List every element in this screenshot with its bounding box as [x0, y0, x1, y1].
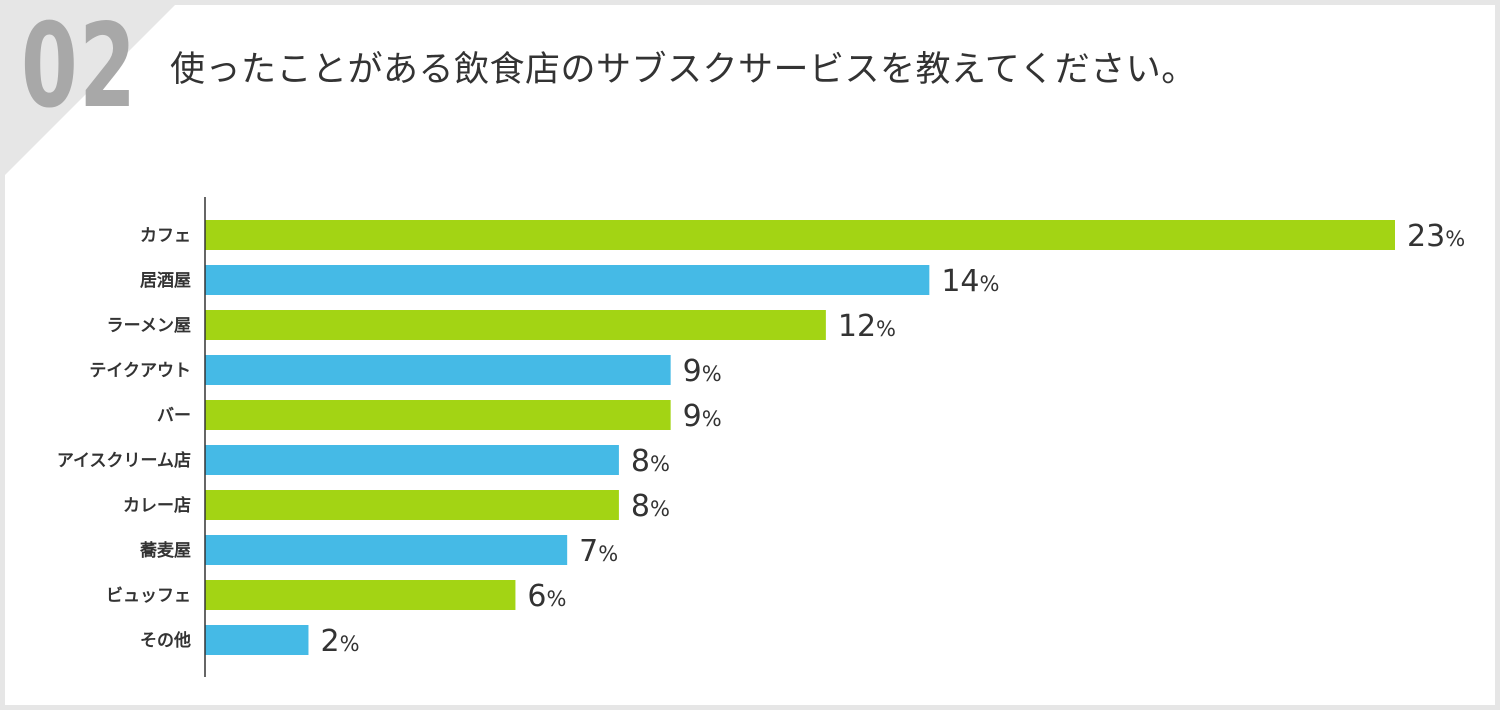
- value-number-2: 12: [838, 309, 876, 344]
- corner-tab: [5, 5, 175, 175]
- category-label-0: カフェ: [140, 226, 191, 246]
- value-unit-4: %: [702, 407, 722, 431]
- bar-7: [205, 535, 568, 565]
- bar-6: [205, 490, 619, 520]
- value-label-2: 12%: [838, 309, 896, 344]
- value-number-7: 7: [579, 534, 598, 569]
- category-label-8: ビュッフェ: [106, 586, 191, 606]
- bar-0: [205, 220, 1395, 250]
- category-label-2: ラーメン屋: [107, 316, 191, 336]
- value-number-4: 9: [683, 399, 702, 434]
- survey-card: 02 使ったことがある飲食店のサブスクサービスを教えてください。 カフェ 23% 居…: [5, 5, 1495, 705]
- value-label-7: 7%: [579, 534, 618, 569]
- category-label-6: カレー店: [123, 495, 191, 516]
- bar-8: [205, 580, 516, 610]
- value-unit-8: %: [547, 587, 567, 611]
- value-label-8: 6%: [527, 579, 566, 614]
- value-label-5: 8%: [631, 444, 670, 479]
- bar-chart: カフェ 23% 居酒屋 14% ラーメン屋 12% テイクアウト 9% バー 9% アイスクリーム店…: [57, 197, 1465, 677]
- value-number-0: 23: [1407, 219, 1445, 254]
- category-label-7: 蕎麦屋: [139, 540, 191, 561]
- value-number-1: 14: [941, 264, 979, 299]
- bar-3: [205, 355, 671, 385]
- category-label-9: その他: [140, 630, 191, 651]
- value-unit-2: %: [876, 317, 896, 341]
- value-label-4: 9%: [683, 399, 722, 434]
- value-unit-5: %: [650, 452, 670, 476]
- value-unit-1: %: [980, 272, 1000, 296]
- value-unit-9: %: [340, 632, 360, 656]
- question-title: 使ったことがある飲食店のサブスクサービスを教えてください。: [170, 50, 1197, 90]
- category-label-4: バー: [157, 406, 191, 426]
- bar-5: [205, 445, 619, 475]
- bar-9: [205, 625, 309, 655]
- question-number: 02: [21, 5, 138, 134]
- value-unit-0: %: [1445, 227, 1465, 251]
- category-label-3: テイクアウト: [89, 361, 191, 381]
- value-unit-3: %: [702, 362, 722, 386]
- value-number-9: 2: [320, 624, 339, 659]
- value-number-8: 6: [527, 579, 546, 614]
- value-number-5: 8: [631, 444, 650, 479]
- bar-1: [205, 265, 930, 295]
- category-label-1: 居酒屋: [140, 270, 191, 291]
- value-label-0: 23%: [1407, 219, 1465, 254]
- value-number-6: 8: [631, 489, 650, 524]
- bar-4: [205, 400, 671, 430]
- value-number-3: 9: [683, 354, 702, 389]
- bar-2: [205, 310, 826, 340]
- category-label-5: アイスクリーム店: [57, 450, 191, 471]
- value-label-3: 9%: [683, 354, 722, 389]
- value-label-1: 14%: [941, 264, 999, 299]
- value-label-6: 8%: [631, 489, 670, 524]
- value-label-9: 2%: [320, 624, 359, 659]
- value-unit-6: %: [650, 497, 670, 521]
- value-unit-7: %: [598, 542, 618, 566]
